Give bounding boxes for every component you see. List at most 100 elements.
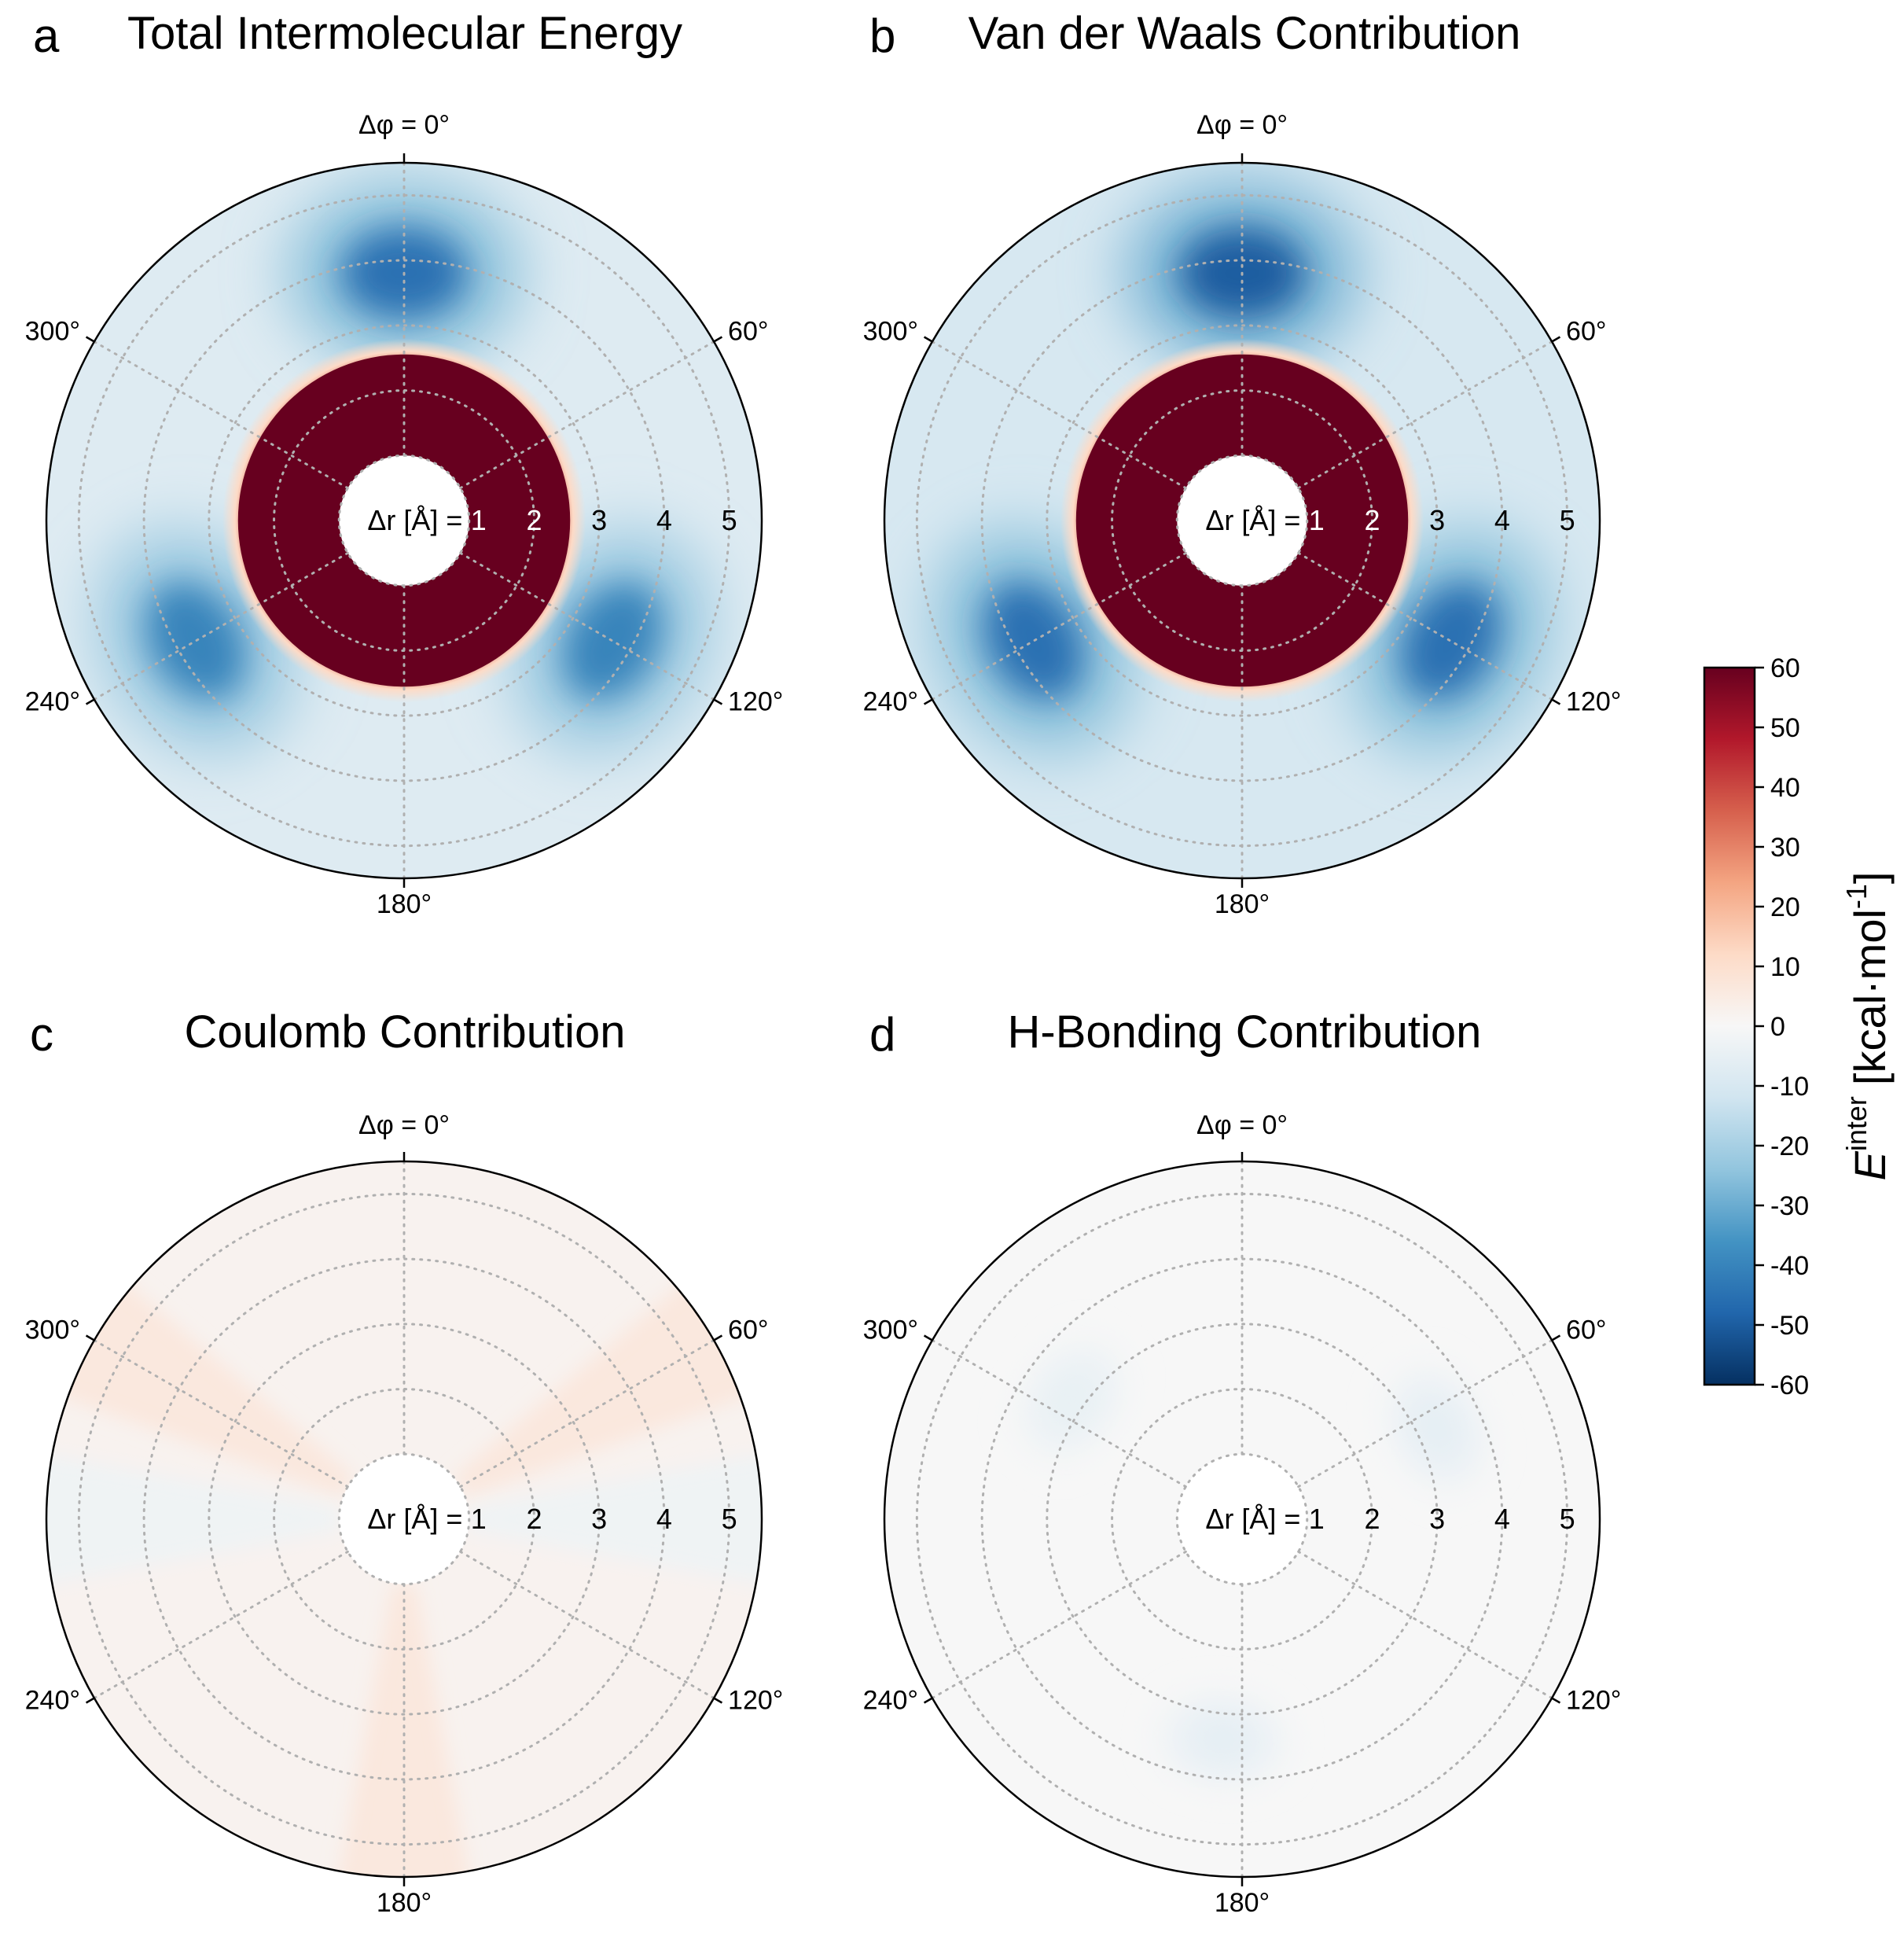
theta-tick: [85, 336, 95, 343]
grid-spoke: [93, 551, 349, 701]
radius-tick-label: 4: [656, 504, 672, 536]
theta-label: 60°: [1566, 1316, 1606, 1345]
polar-grid: [915, 1160, 1569, 1879]
theta-label: 180°: [1215, 1888, 1270, 1918]
theta-label-top-c: Δφ = 0°: [358, 1110, 450, 1140]
radius-tick-label: 4: [1494, 1503, 1510, 1535]
grid-circle: [1046, 324, 1439, 717]
energy-field: [884, 163, 1600, 878]
theta-tick: [85, 1334, 95, 1341]
inner-hole: [339, 1454, 469, 1584]
colorbar-tick-label: -60: [1770, 1371, 1809, 1400]
theta-label: 120°: [1566, 1686, 1621, 1716]
colorbar: 60 50 40 30 20 10 0 -10 -20 -30 -40 -50 -60 Einter [k…: [1703, 653, 1895, 1400]
radius-tick-label: 5: [722, 1503, 737, 1535]
grid-spoke: [459, 1339, 715, 1489]
colorbar-tick-label: -10: [1770, 1072, 1809, 1102]
field-ray: [468, 1443, 762, 1595]
inner-hole: [1177, 1454, 1307, 1584]
polar-grid: [915, 161, 1569, 880]
grid-circle: [980, 1257, 1504, 1781]
theta-tick: [1551, 1334, 1561, 1341]
energy-field: [46, 1161, 762, 1877]
theta-label: 120°: [728, 687, 783, 717]
grid-spoke: [93, 1339, 349, 1489]
theta-tick: [1551, 1697, 1561, 1704]
theta-label: 300°: [863, 317, 918, 347]
theta-tick: [1551, 698, 1561, 705]
theta-label: 240°: [863, 1686, 918, 1716]
radius-tick-label: 4: [656, 1503, 672, 1535]
radius-axis-label: Δr [Å] =: [367, 504, 462, 536]
panel-title-d: H-Bonding Contribution: [1008, 1006, 1482, 1058]
grid-spoke: [931, 1550, 1187, 1699]
radius-axis-label: Δr [Å] =: [1205, 504, 1300, 536]
radius-tick-label: 1: [471, 504, 487, 536]
grid-circle: [980, 259, 1504, 782]
colorbar-label-unit-close: ]: [1845, 872, 1895, 885]
theta-tick: [713, 1334, 723, 1341]
colorbar-label-unit-exponent: -1: [1840, 884, 1873, 909]
grid-spoke: [93, 340, 349, 490]
panel-title-a: Total Intermolecular Energy: [127, 8, 682, 59]
theta-tick: [85, 1697, 95, 1704]
panel-c: c Coulomb Contribution Δφ = 0° 60° 120° 18…: [25, 1006, 784, 1918]
grid-spoke: [1297, 551, 1553, 701]
grid-spoke: [459, 1550, 715, 1699]
radius-tick-label: 1: [471, 1503, 487, 1535]
theta-label: 60°: [728, 1316, 768, 1345]
panel-a: a Total Intermolecular Energy Δφ = 0° 60…: [25, 8, 784, 919]
inner-hole: [339, 455, 469, 586]
theta-label-top-b: Δφ = 0°: [1196, 110, 1288, 140]
radius-tick-label: 3: [591, 504, 607, 536]
theta-label: 240°: [25, 687, 80, 717]
radius-tick-label: 4: [1494, 504, 1510, 536]
grid-spoke: [459, 340, 715, 490]
theta-label-top-a: Δφ = 0°: [358, 110, 450, 140]
theta-tick: [85, 698, 95, 705]
energy-minimum: [1187, 1714, 1259, 1765]
theta-tick: [923, 336, 933, 343]
panel-b: b Van der Waals Contribution Δφ = 0° 60°…: [863, 8, 1622, 919]
grid-circle: [208, 324, 601, 717]
colorbar-tick-label: 0: [1770, 1012, 1785, 1042]
grid-spoke: [931, 551, 1187, 701]
radius-tick-label: 5: [1560, 1503, 1575, 1535]
radius-tick-label: 2: [526, 1503, 542, 1535]
colorbar-label-symbol: E: [1845, 1151, 1895, 1181]
colorbar-label-superscript: inter: [1840, 1096, 1873, 1151]
grid-circle: [142, 1257, 666, 1781]
panel-letter-a: a: [33, 9, 60, 62]
grid-spoke: [1297, 1550, 1553, 1699]
theta-label: 180°: [1215, 889, 1270, 919]
radius-tick-label: 1: [1309, 504, 1325, 536]
theta-tick: [713, 698, 723, 705]
grid-spoke: [1297, 1339, 1553, 1489]
colorbar-gradient: [1703, 666, 1756, 1386]
theta-label: 300°: [25, 317, 80, 347]
theta-tick: [1551, 336, 1561, 343]
grid-spoke: [459, 551, 715, 701]
panel-letter-c: c: [30, 1008, 53, 1061]
theta-label: 60°: [728, 317, 768, 347]
theta-tick: [923, 1334, 933, 1341]
panel-letter-d: d: [869, 1008, 895, 1061]
polar-grid: [77, 1160, 731, 1879]
colorbar-tick-label: 40: [1770, 773, 1800, 803]
theta-label: 240°: [863, 687, 918, 717]
colorbar-tick-label: -30: [1770, 1191, 1809, 1221]
theta-label: 240°: [25, 1686, 80, 1716]
grid-spoke: [931, 340, 1187, 490]
theta-label: 180°: [377, 889, 432, 919]
field-ray: [46, 1443, 340, 1595]
grid-spoke: [931, 1339, 1187, 1489]
colorbar-ticks: 60 50 40 30 20 10 0 -10 -20 -30 -40 -50 -60: [1755, 653, 1809, 1400]
theta-tick: [923, 1697, 933, 1704]
colorbar-tick-label: -20: [1770, 1132, 1809, 1161]
panel-title-b: Van der Waals Contribution: [969, 8, 1521, 59]
theta-label: 180°: [377, 1888, 432, 1918]
theta-label-top-d: Δφ = 0°: [1196, 1110, 1288, 1140]
theta-label: 120°: [1566, 687, 1621, 717]
grid-spoke: [1297, 340, 1553, 490]
